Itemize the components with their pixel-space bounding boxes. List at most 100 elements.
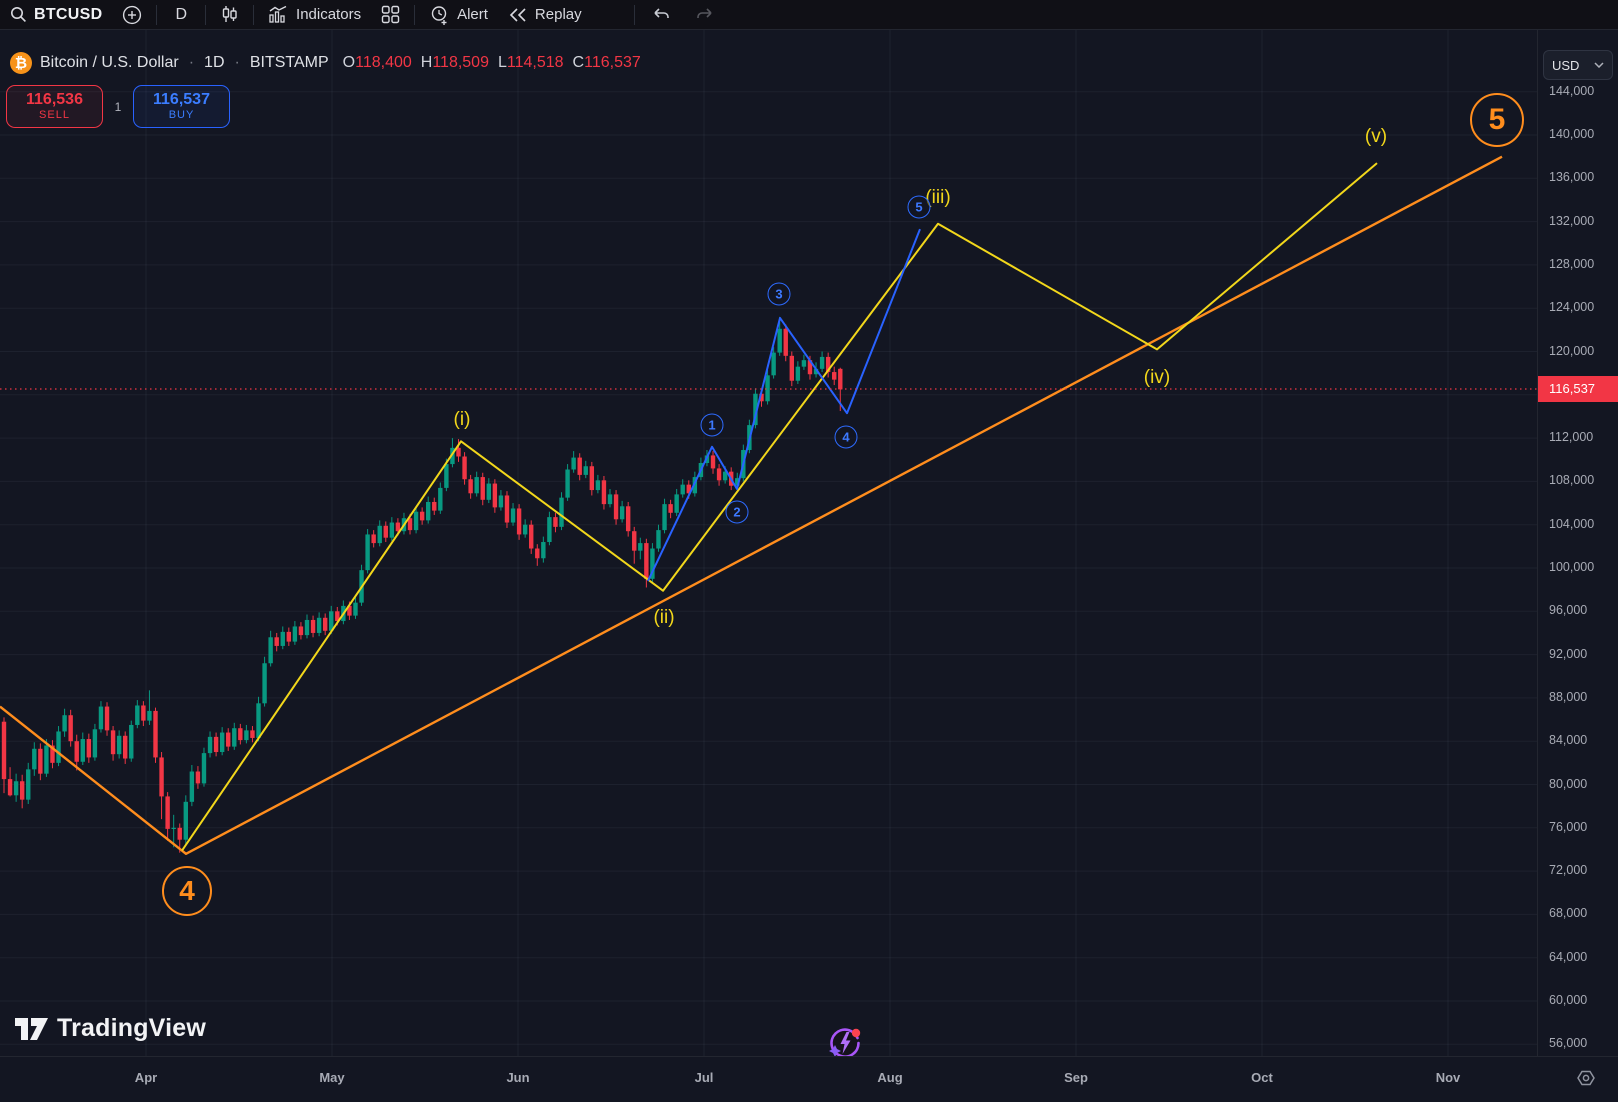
toolbar-separator — [414, 4, 416, 25]
price-tick: 132,000 — [1549, 213, 1595, 228]
bitcoin-logo-icon: ₿ — [10, 52, 32, 74]
toolbar-separator — [205, 4, 207, 25]
sell-button[interactable]: 116,536 SELL — [6, 85, 103, 128]
price-tick: 124,000 — [1549, 300, 1595, 315]
time-tick-Sep: Sep — [1064, 1070, 1088, 1085]
buy-price: 116,537 — [153, 90, 210, 108]
chevron-down-icon — [1594, 62, 1604, 68]
low-label: L — [497, 54, 507, 71]
spread-value: 1 — [114, 99, 122, 114]
close-label: C — [572, 54, 585, 71]
price-tick: 136,000 — [1549, 170, 1595, 185]
last-price-label: 116,537 — [1538, 375, 1618, 402]
replay-button[interactable]: Replay — [498, 0, 592, 29]
time-tick-May: May — [319, 1070, 345, 1085]
time-tick-Apr: Apr — [134, 1070, 158, 1085]
toolbar-separator — [253, 4, 255, 25]
currency-label: USD — [1552, 57, 1580, 73]
indicators-icon — [268, 5, 289, 24]
symbol-title: Bitcoin / U.S. Dollar — [40, 54, 179, 71]
redo-icon — [695, 7, 715, 23]
legend-separator: · — [234, 54, 240, 71]
chart-style-button[interactable] — [210, 0, 249, 29]
grid-lines — [0, 29, 1537, 1056]
time-tick-Oct: Oct — [1251, 1070, 1273, 1085]
plus-circle-icon — [122, 5, 142, 25]
order-panel: 116,536 SELL 1 116,537 BUY — [6, 85, 230, 128]
alert-button[interactable]: Alert — [419, 0, 498, 29]
symbol-name: BTCUSD — [34, 5, 103, 23]
spark-event-icon[interactable] — [827, 1025, 863, 1061]
candles — [1, 316, 843, 853]
redo-button[interactable] — [683, 0, 727, 29]
price-tick: 68,000 — [1549, 906, 1588, 921]
buy-label: BUY — [168, 109, 195, 122]
price-tick: 84,000 — [1549, 733, 1588, 748]
undo-button[interactable] — [639, 0, 683, 29]
interval-button[interactable]: D — [161, 0, 201, 29]
price-tick: 96,000 — [1549, 603, 1588, 618]
open-label: O — [342, 54, 356, 71]
legend-interval: 1D — [204, 54, 225, 71]
price-tick: 128,000 — [1549, 256, 1595, 271]
time-tick-Jun: Jun — [506, 1070, 530, 1085]
price-tick: 100,000 — [1549, 560, 1595, 574]
price-tick: 140,000 — [1549, 127, 1595, 141]
primary-trendline-orange[interactable] — [0, 155, 1503, 855]
price-tick: 108,000 — [1549, 473, 1595, 488]
price-tick: 60,000 — [1549, 993, 1588, 1007]
price-tick: 56,000 — [1549, 1036, 1588, 1051]
watermark-text: TradingView — [57, 1014, 207, 1042]
compare-add-button[interactable] — [112, 0, 152, 29]
time-tick-Aug: Aug — [877, 1070, 903, 1085]
symbol-search-button[interactable]: BTCUSD — [0, 0, 112, 29]
axis-settings-icon[interactable] — [1576, 1068, 1596, 1088]
sell-label: SELL — [39, 109, 70, 122]
price-tick: 64,000 — [1549, 949, 1588, 964]
price-tick: 80,000 — [1549, 776, 1588, 791]
legend-separator: · — [188, 54, 195, 71]
intermediate-wave-yellow[interactable] — [181, 162, 1378, 852]
low-value: 114,518 — [506, 54, 564, 71]
toolbar-separator — [633, 4, 635, 25]
grid-layout-icon — [381, 5, 400, 24]
ohlc-values: O118,400 H118,509 L114,518 C116,537 — [343, 54, 641, 72]
replay-label: Replay — [534, 6, 582, 23]
replay-rewind-icon — [508, 7, 528, 23]
price-tick: 104,000 — [1549, 516, 1595, 531]
indicators-button[interactable]: Indicators — [258, 0, 371, 29]
undo-icon — [651, 7, 671, 23]
price-axis[interactable]: USD 144,000 140,000 136,000 132,000 128,000 1… — [1537, 29, 1618, 1056]
time-tick-Nov: Nov — [1435, 1070, 1461, 1085]
close-value: 116,537 — [584, 54, 641, 71]
currency-dropdown[interactable]: USD — [1543, 50, 1613, 80]
toolbar-separator — [156, 4, 158, 25]
time-axis[interactable]: Apr May Jun Jul Aug Sep Oct Nov — [0, 1056, 1618, 1102]
price-tick: 92,000 — [1549, 646, 1588, 661]
legend-exchange: BITSTAMP — [249, 54, 329, 71]
time-tick-Jul: Jul — [694, 1070, 714, 1085]
search-icon — [10, 6, 27, 23]
price-tick: 76,000 — [1549, 819, 1588, 834]
price-tick: 72,000 — [1549, 863, 1588, 878]
layout-button[interactable] — [371, 0, 410, 29]
candles-icon — [220, 5, 239, 24]
tradingview-watermark: TradingView — [15, 1014, 206, 1043]
sell-price: 116,536 — [26, 90, 83, 108]
price-tick: 88,000 — [1549, 689, 1588, 704]
buy-button[interactable]: 116,537 BUY — [133, 85, 230, 128]
top-toolbar: BTCUSD D — [0, 0, 1618, 30]
chart-legend[interactable]: ₿ Bitcoin / U.S. Dollar · 1D · BITSTAMP … — [10, 52, 641, 74]
high-value: 118,509 — [432, 54, 489, 71]
open-value: 118,400 — [355, 54, 412, 71]
tradingview-logo-icon — [15, 1017, 48, 1040]
sub-wave-blue[interactable] — [647, 228, 921, 582]
price-tick: 112,000 — [1549, 430, 1594, 445]
high-label: H — [420, 54, 433, 71]
indicators-label: Indicators — [296, 6, 362, 23]
chart-canvas[interactable] — [0, 29, 1537, 1056]
price-tick: 120,000 — [1549, 343, 1595, 358]
alarm-clock-icon — [429, 4, 450, 25]
price-tick: 144,000 — [1549, 83, 1595, 98]
